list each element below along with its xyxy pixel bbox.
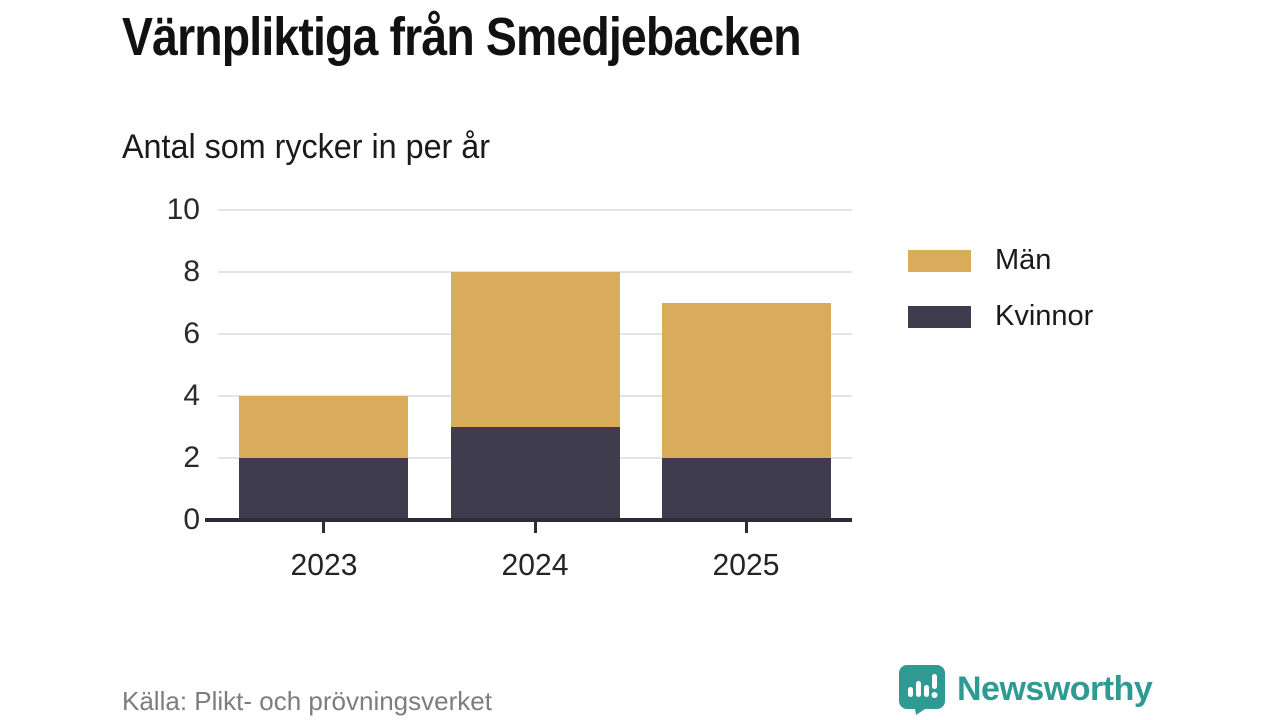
bar-segment-2024-män	[451, 272, 620, 427]
legend-swatch	[908, 249, 971, 272]
x-axis-tick	[534, 522, 537, 533]
bar-segment-2023-kvinnor	[239, 458, 408, 520]
brand-logo: Newsworthy	[897, 663, 1153, 715]
legend: Män Kvinnor	[908, 244, 1093, 333]
y-axis: 0 2 4 6 8 10	[140, 193, 200, 536]
x-axis: 2023 2024 2025	[218, 547, 852, 587]
bar-segment-2023-män	[239, 396, 408, 458]
bar-segment-2024-kvinnor	[451, 427, 620, 520]
legend-item-man: Män	[908, 244, 1093, 277]
x-axis-tick-label: 2025	[712, 547, 780, 582]
legend-label: Kvinnor	[995, 300, 1094, 332]
y-axis-tick-label: 0	[183, 503, 200, 536]
y-axis-tick-label: 4	[183, 379, 200, 412]
x-axis-tick-label: 2024	[501, 547, 569, 582]
brand-wordmark: Newsworthy	[957, 669, 1153, 708]
stacked-bar-chart: 0 2 4 6 8 10 2023 2024 2025	[140, 193, 852, 595]
bar-segment-2025-män	[662, 303, 831, 458]
x-axis-tick	[745, 522, 748, 533]
plot-area	[205, 209, 852, 533]
y-axis-tick-label: 10	[166, 193, 200, 226]
page-title: Värnpliktiga från Smedjebacken	[122, 7, 802, 67]
legend-label: Män	[995, 244, 1052, 276]
y-axis-tick-label: 6	[183, 317, 200, 350]
x-axis-line	[205, 518, 852, 522]
bar-segment-2025-kvinnor	[662, 458, 831, 520]
y-axis-tick-label: 8	[183, 255, 200, 288]
speech-bubble-bar-chart-icon	[899, 665, 945, 715]
chart-subtitle: Antal som rycker in per år	[122, 128, 490, 166]
gridline	[218, 209, 852, 211]
x-axis-tick	[322, 522, 325, 533]
legend-swatch	[908, 305, 971, 328]
x-axis-tick-label: 2023	[290, 547, 358, 582]
legend-item-kvinnor: Kvinnor	[908, 300, 1093, 333]
source-attribution: Källa: Plikt- och prövningsverket	[122, 686, 492, 716]
y-axis-tick-label: 2	[183, 441, 200, 474]
